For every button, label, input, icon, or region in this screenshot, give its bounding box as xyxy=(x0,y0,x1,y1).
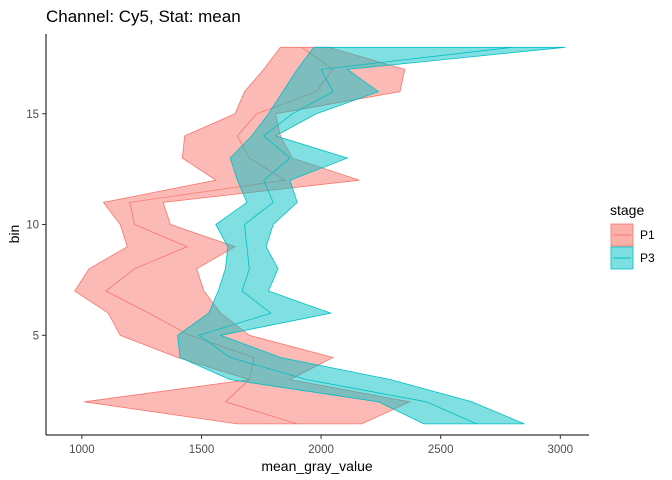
y-axis-title: bin xyxy=(6,225,22,244)
legend-label: P3 xyxy=(640,251,655,265)
ribbon-p3 xyxy=(177,46,566,425)
chart-title: Channel: Cy5, Stat: mean xyxy=(46,7,241,26)
x-axis-title: mean_gray_value xyxy=(261,458,373,474)
mean-line-p3 xyxy=(198,46,513,425)
y-tick-label: 5 xyxy=(33,330,39,342)
y-axis-ticks: 5 10 15 xyxy=(26,109,46,342)
x-tick-label: 2000 xyxy=(308,444,334,456)
legend: stage P1 P3 xyxy=(610,202,655,270)
x-tick-label: 1000 xyxy=(69,444,95,456)
legend-label: P1 xyxy=(640,228,655,242)
legend-title: stage xyxy=(610,202,644,218)
legend-item-p1: P1 xyxy=(610,223,655,247)
x-tick-label: 3000 xyxy=(547,444,573,456)
y-tick-label: 10 xyxy=(26,220,39,232)
y-tick-label: 15 xyxy=(26,109,39,121)
x-tick-label: 1500 xyxy=(189,444,215,456)
x-axis-ticks: 1000 1500 2000 2500 3000 xyxy=(69,435,573,456)
legend-item-p3: P3 xyxy=(610,246,655,270)
x-tick-label: 2500 xyxy=(428,444,454,456)
plot-area xyxy=(74,46,566,425)
